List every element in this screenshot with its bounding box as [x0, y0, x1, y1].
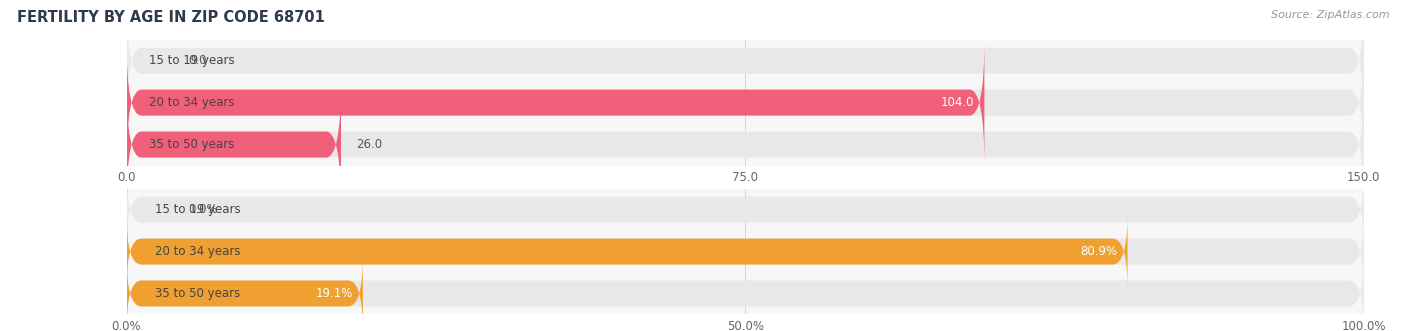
Text: 104.0: 104.0 [941, 96, 974, 109]
Text: 0.0: 0.0 [188, 54, 207, 67]
Text: 20 to 34 years: 20 to 34 years [155, 245, 240, 258]
FancyBboxPatch shape [127, 82, 1364, 207]
FancyBboxPatch shape [127, 40, 1364, 165]
FancyBboxPatch shape [127, 82, 342, 207]
Text: 80.9%: 80.9% [1080, 245, 1118, 258]
FancyBboxPatch shape [127, 256, 363, 331]
Text: FERTILITY BY AGE IN ZIP CODE 68701: FERTILITY BY AGE IN ZIP CODE 68701 [17, 10, 325, 25]
Text: 26.0: 26.0 [356, 138, 382, 151]
FancyBboxPatch shape [127, 172, 1364, 247]
FancyBboxPatch shape [127, 214, 1364, 289]
Text: 20 to 34 years: 20 to 34 years [149, 96, 235, 109]
Text: 15 to 19 years: 15 to 19 years [149, 54, 235, 67]
Text: 35 to 50 years: 35 to 50 years [149, 138, 233, 151]
Text: 35 to 50 years: 35 to 50 years [155, 287, 240, 300]
Text: 19.1%: 19.1% [315, 287, 353, 300]
Text: 0.0%: 0.0% [188, 203, 218, 216]
FancyBboxPatch shape [127, 0, 1364, 123]
FancyBboxPatch shape [127, 40, 984, 165]
Text: 15 to 19 years: 15 to 19 years [155, 203, 240, 216]
Text: Source: ZipAtlas.com: Source: ZipAtlas.com [1271, 10, 1389, 20]
FancyBboxPatch shape [127, 256, 1364, 331]
FancyBboxPatch shape [127, 214, 1128, 289]
